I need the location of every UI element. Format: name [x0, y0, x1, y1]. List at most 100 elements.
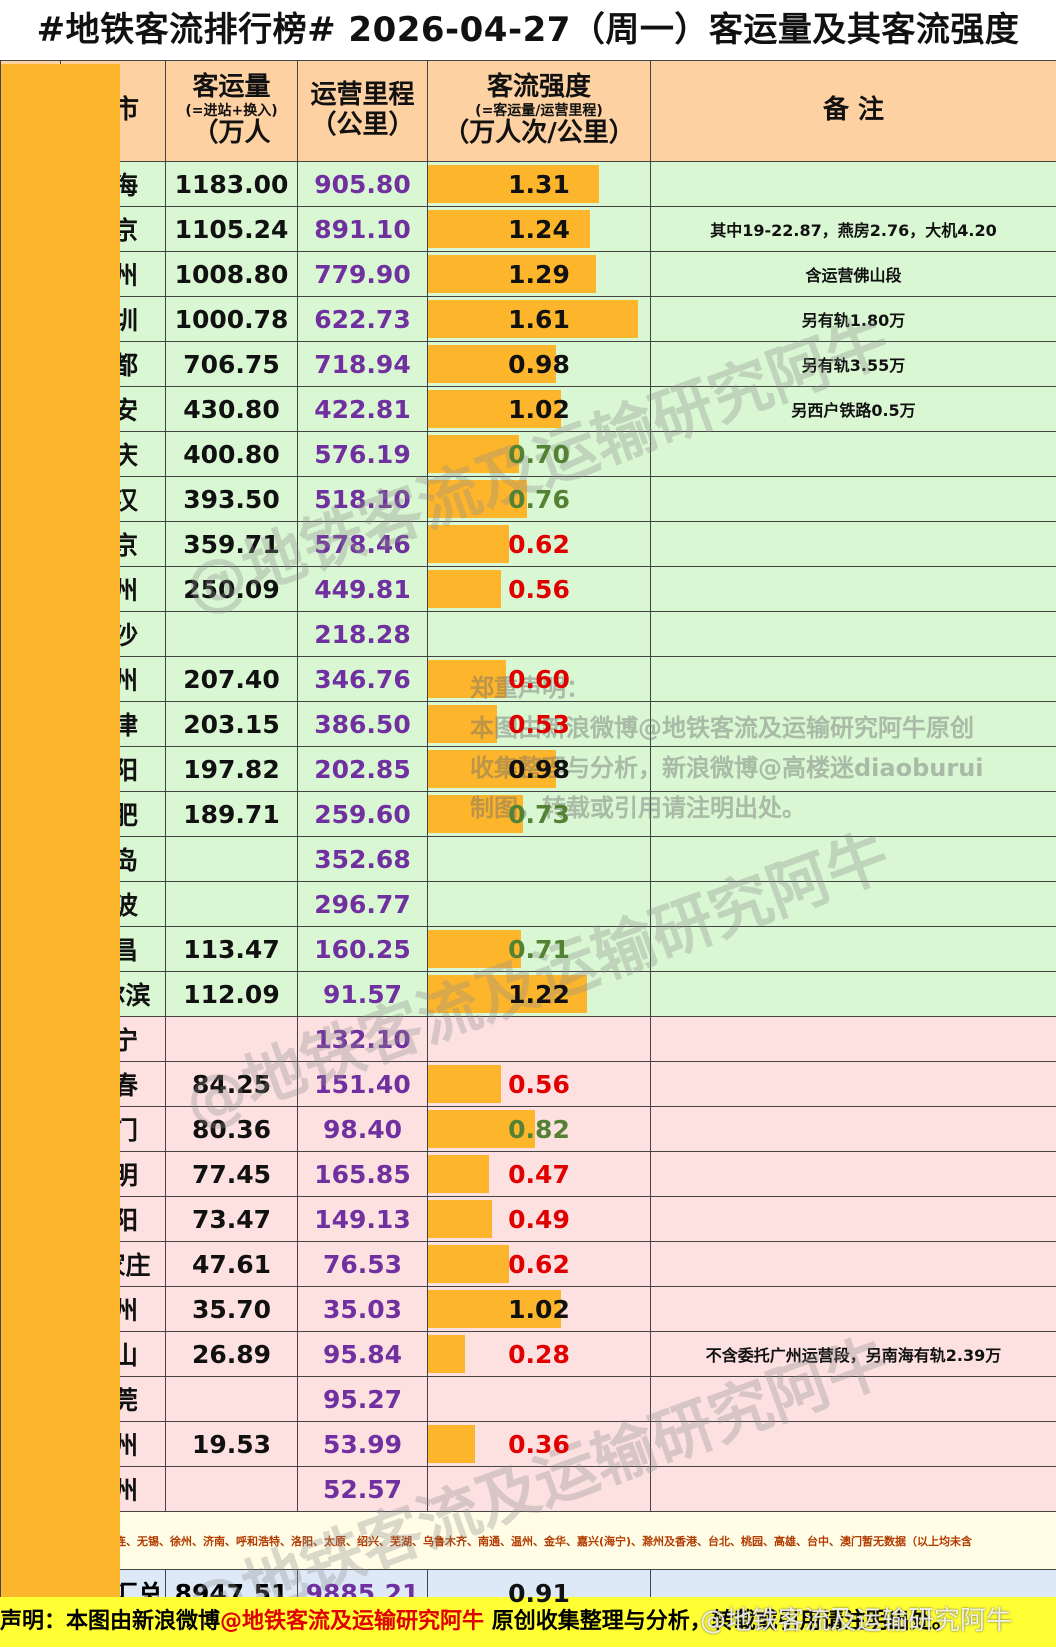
intensity-cell: 0.28 — [428, 1332, 651, 1377]
intensity-cell: 1.02 — [428, 387, 651, 432]
intensity-cell: 0.70 — [428, 432, 651, 477]
intensity-value: 1.31 — [508, 170, 570, 199]
header-note: 备 注 — [651, 61, 1056, 162]
note-cell: 不含委托广州运营段，另南海有轨2.39万 — [651, 1332, 1056, 1377]
mileage-cell: 76.53 — [298, 1242, 428, 1287]
volume-cell: 1183.00 — [166, 162, 298, 207]
intensity-bar — [428, 525, 509, 563]
volume-cell — [166, 882, 298, 927]
header-mileage-main: 运营里程 — [298, 81, 427, 111]
header-intensity-sub: (=客运量/运营里程) — [428, 103, 650, 119]
note-cell — [651, 1062, 1056, 1107]
header-volume-main: 客运量 — [166, 73, 297, 103]
volume-cell: 189.71 — [166, 792, 298, 837]
intensity-value: 0.98 — [508, 755, 570, 784]
intensity-bar — [428, 435, 519, 473]
mileage-cell: 386.50 — [298, 702, 428, 747]
ranking-table: 排名 城市 客运量 (=进站+换入) （万人 运营里程 （公里） 客流强度 (=… — [0, 60, 1056, 1617]
mileage-cell: 98.40 — [298, 1107, 428, 1152]
intensity-cell: 1.61 — [428, 297, 651, 342]
volume-cell: 359.71 — [166, 522, 298, 567]
intensity-value: 0.56 — [508, 575, 570, 604]
volume-cell: 112.09 — [166, 972, 298, 1017]
note-cell — [651, 567, 1056, 612]
intensity-cell — [428, 612, 651, 657]
intensity-cell — [428, 837, 651, 882]
volume-cell: 35.70 — [166, 1287, 298, 1332]
mileage-cell: 259.60 — [298, 792, 428, 837]
note-cell — [651, 522, 1056, 567]
declaration-author-link[interactable]: @地铁客流及运输研究阿牛 — [220, 1609, 484, 1634]
intensity-value: 0.49 — [508, 1205, 570, 1234]
mileage-cell: 352.68 — [298, 837, 428, 882]
intensity-value: 0.56 — [508, 1070, 570, 1099]
volume-cell: 80.36 — [166, 1107, 298, 1152]
note-cell — [651, 1422, 1056, 1467]
intensity-cell: 0.47 — [428, 1152, 651, 1197]
note-cell — [651, 927, 1056, 972]
table-row: 2北京1105.24891.101.24其中19-22.87，燕房2.76，大机… — [1, 207, 1056, 252]
volume-cell: 706.75 — [166, 342, 298, 387]
mileage-cell: 891.10 — [298, 207, 428, 252]
mileage-cell: 346.76 — [298, 657, 428, 702]
note-cell — [651, 972, 1056, 1017]
volume-cell — [166, 1017, 298, 1062]
mileage-cell: 296.77 — [298, 882, 428, 927]
volume-cell: 393.50 — [166, 477, 298, 522]
note-cell — [651, 1197, 1056, 1242]
volume-cell: 430.80 — [166, 387, 298, 432]
note-cell — [651, 1152, 1056, 1197]
mileage-cell: 52.57 — [298, 1467, 428, 1512]
header-mileage-unit: （公里） — [298, 111, 427, 141]
mileage-cell: 578.46 — [298, 522, 428, 567]
intensity-cell — [428, 1017, 651, 1062]
intensity-cell: 0.76 — [428, 477, 651, 522]
volume-cell: 400.80 — [166, 432, 298, 477]
table-row: 30台州52.57 — [1, 1467, 1056, 1512]
intensity-bar — [428, 1200, 492, 1238]
mileage-cell: 160.25 — [298, 927, 428, 972]
header-volume: 客运量 (=进站+换入) （万人 — [166, 61, 298, 162]
header-intensity-main: 客流强度 — [428, 73, 650, 103]
intensity-bar — [428, 1425, 475, 1463]
note-cell — [651, 1017, 1056, 1062]
intensity-cell: 0.62 — [428, 522, 651, 567]
intensity-value: 1.24 — [508, 215, 570, 244]
mileage-cell: 422.81 — [298, 387, 428, 432]
volume-cell: 19.53 — [166, 1422, 298, 1467]
volume-cell — [166, 1377, 298, 1422]
intensity-cell: 0.82 — [428, 1107, 651, 1152]
intensity-cell: 0.98 — [428, 342, 651, 387]
table-row: 11长沙218.28 — [1, 612, 1056, 657]
intensity-value: 0.60 — [508, 665, 570, 694]
volume-cell — [166, 837, 298, 882]
table-row: 20南宁132.10 — [1, 1017, 1056, 1062]
mileage-cell: 518.10 — [298, 477, 428, 522]
mileage-cell: 149.13 — [298, 1197, 428, 1242]
intensity-cell: 0.62 — [428, 1242, 651, 1287]
intensity-cell: 1.22 — [428, 972, 651, 1017]
mileage-cell: 905.80 — [298, 162, 428, 207]
summary-intensity: 0.91 — [508, 1579, 570, 1608]
intensity-value: 0.47 — [508, 1160, 570, 1189]
header-intensity: 客流强度 (=客运量/运营里程) （万人次/公里） — [428, 61, 651, 162]
note-cell: 含运营佛山段 — [651, 252, 1056, 297]
intensity-value: 1.22 — [508, 980, 570, 1009]
table-row: 17宁波296.77 — [1, 882, 1056, 927]
note-cell — [651, 1287, 1056, 1332]
intensity-value: 0.62 — [508, 530, 570, 559]
note-cell — [651, 837, 1056, 882]
intensity-bar — [428, 570, 501, 608]
intensity-cell — [428, 1467, 651, 1512]
intensity-cell: 0.36 — [428, 1422, 651, 1467]
